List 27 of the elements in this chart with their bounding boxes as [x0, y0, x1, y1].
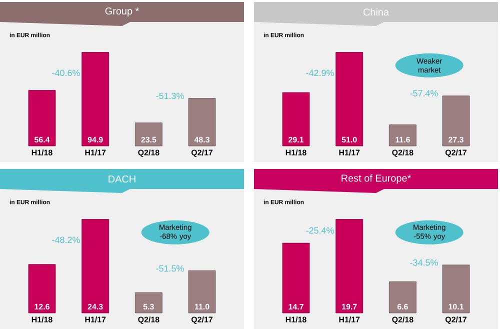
annotation: -25.4% [306, 227, 334, 234]
bar [134, 292, 162, 314]
annotation: -42.9% [306, 70, 334, 76]
bar [82, 219, 110, 314]
annotation: -40.6% [52, 70, 80, 76]
bar [28, 90, 56, 146]
annotation: -48.2% [52, 236, 80, 244]
bar [388, 124, 416, 146]
bar [28, 264, 56, 314]
bar [82, 52, 110, 146]
chart-title: DACH [108, 175, 136, 183]
annotation: -34.5% [410, 259, 438, 266]
bar [336, 52, 364, 146]
bar [388, 281, 416, 314]
annotation: -51.3% [156, 92, 184, 100]
bar [336, 219, 364, 314]
bar [442, 96, 470, 146]
bar [188, 98, 216, 146]
chart-title: Rest of Europe* [342, 174, 411, 184]
bar [134, 122, 162, 146]
bar [282, 92, 310, 146]
annotation: -51.5% [156, 265, 184, 272]
bar [282, 242, 310, 314]
chart-title: Group * [105, 7, 139, 17]
bar [188, 270, 216, 314]
bar [442, 264, 470, 314]
annotation: -57.4% [410, 90, 438, 96]
